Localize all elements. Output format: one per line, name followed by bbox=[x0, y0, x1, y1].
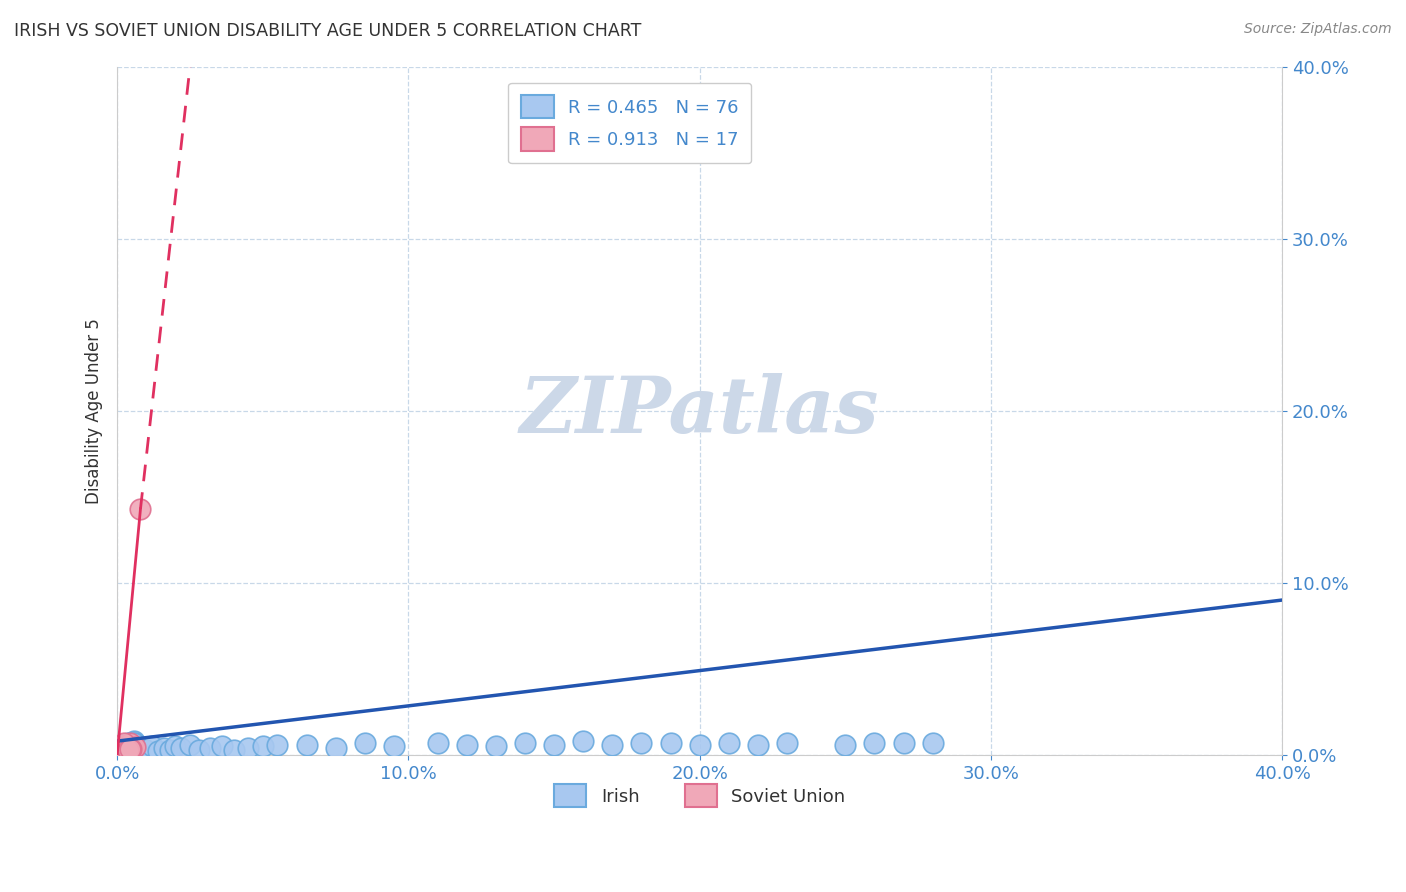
Point bbox=[112, 743, 135, 757]
Point bbox=[117, 742, 139, 756]
Point bbox=[114, 746, 136, 760]
Point bbox=[118, 740, 141, 755]
Point bbox=[112, 743, 135, 757]
Point bbox=[211, 739, 233, 754]
Text: IRISH VS SOVIET UNION DISABILITY AGE UNDER 5 CORRELATION CHART: IRISH VS SOVIET UNION DISABILITY AGE UND… bbox=[14, 22, 641, 40]
Point bbox=[602, 738, 624, 752]
Point bbox=[572, 734, 595, 748]
Point bbox=[120, 740, 142, 755]
Point bbox=[426, 736, 449, 750]
Point bbox=[135, 743, 157, 757]
Point bbox=[112, 745, 135, 759]
Point bbox=[152, 741, 174, 756]
Point bbox=[543, 738, 565, 752]
Point bbox=[117, 744, 139, 758]
Point bbox=[117, 736, 139, 750]
Point bbox=[121, 739, 143, 754]
Point bbox=[776, 736, 799, 750]
Point bbox=[114, 745, 136, 759]
Point bbox=[717, 736, 740, 750]
Point bbox=[325, 741, 347, 756]
Point bbox=[295, 738, 318, 752]
Point bbox=[238, 741, 260, 756]
Y-axis label: Disability Age Under 5: Disability Age Under 5 bbox=[86, 318, 103, 504]
Point bbox=[200, 741, 222, 756]
Point bbox=[115, 737, 138, 751]
Point bbox=[117, 747, 139, 761]
Point bbox=[114, 746, 136, 760]
Point bbox=[382, 739, 405, 754]
Point bbox=[122, 734, 145, 748]
Point bbox=[124, 743, 146, 757]
Point bbox=[921, 736, 943, 750]
Point bbox=[121, 739, 143, 753]
Point bbox=[124, 736, 146, 750]
Point bbox=[159, 743, 181, 757]
Point bbox=[179, 738, 201, 752]
Point bbox=[863, 736, 886, 750]
Point bbox=[117, 739, 139, 754]
Text: Source: ZipAtlas.com: Source: ZipAtlas.com bbox=[1244, 22, 1392, 37]
Point bbox=[111, 738, 134, 752]
Point bbox=[127, 745, 149, 759]
Point bbox=[108, 739, 131, 754]
Point bbox=[118, 738, 141, 752]
Point bbox=[222, 743, 245, 757]
Point bbox=[110, 746, 132, 760]
Point bbox=[659, 736, 682, 750]
Point bbox=[747, 738, 769, 752]
Point bbox=[112, 744, 135, 758]
Point bbox=[165, 739, 187, 754]
Point bbox=[118, 738, 141, 752]
Point bbox=[120, 742, 142, 756]
Point bbox=[456, 738, 478, 752]
Point bbox=[129, 740, 152, 755]
Point bbox=[122, 739, 145, 753]
Point bbox=[112, 736, 135, 750]
Point bbox=[834, 738, 856, 752]
Point bbox=[115, 746, 138, 760]
Point bbox=[124, 736, 146, 750]
Point bbox=[117, 739, 139, 754]
Point bbox=[513, 736, 536, 750]
Point bbox=[118, 742, 141, 756]
Point bbox=[124, 739, 146, 753]
Point bbox=[120, 736, 142, 750]
Point bbox=[187, 743, 209, 757]
Point bbox=[252, 739, 274, 754]
Point bbox=[630, 736, 652, 750]
Point bbox=[121, 739, 143, 753]
Point bbox=[121, 739, 143, 753]
Point bbox=[120, 741, 142, 756]
Legend: Irish, Soviet Union: Irish, Soviet Union bbox=[547, 777, 853, 814]
Point bbox=[122, 740, 145, 755]
Point bbox=[118, 736, 141, 750]
Point bbox=[115, 739, 138, 753]
Point bbox=[353, 736, 375, 750]
Point bbox=[117, 743, 139, 757]
Point bbox=[124, 736, 146, 750]
Point bbox=[127, 739, 149, 754]
Point bbox=[689, 738, 711, 752]
Text: ZIPatlas: ZIPatlas bbox=[520, 373, 879, 449]
Point bbox=[170, 741, 193, 756]
Point bbox=[111, 741, 134, 756]
Point bbox=[485, 739, 508, 754]
Point bbox=[114, 742, 136, 756]
Point bbox=[114, 739, 136, 754]
Point bbox=[112, 746, 135, 760]
Point bbox=[114, 739, 136, 753]
Point bbox=[129, 501, 152, 516]
Point bbox=[118, 742, 141, 756]
Point bbox=[146, 744, 169, 758]
Point bbox=[893, 736, 915, 750]
Point bbox=[128, 745, 150, 759]
Point bbox=[117, 739, 139, 753]
Point bbox=[266, 738, 288, 752]
Point bbox=[124, 739, 146, 754]
Point bbox=[108, 745, 131, 759]
Point bbox=[141, 739, 163, 754]
Point bbox=[117, 744, 139, 758]
